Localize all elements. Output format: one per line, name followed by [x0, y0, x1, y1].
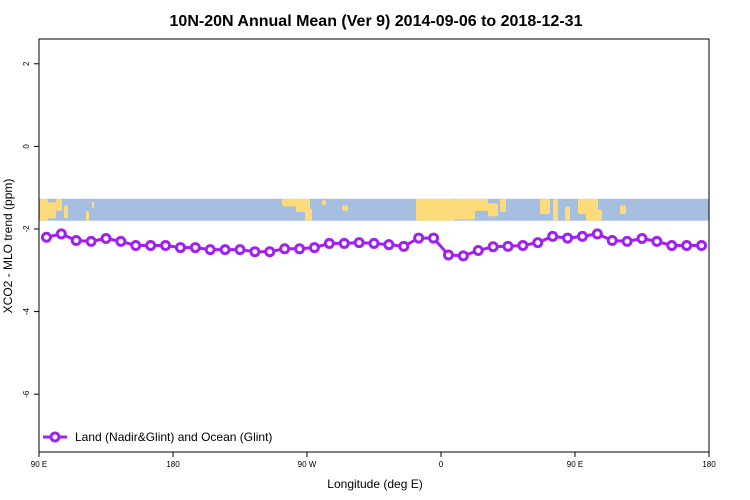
data-point [547, 230, 559, 242]
x-tick-label: 180 [166, 460, 180, 469]
legend-label: Land (Nadir&Glint) and Ocean (Glint) [75, 430, 272, 444]
legend: Land (Nadir&Glint) and Ocean (Glint) [43, 430, 272, 444]
data-point [591, 228, 603, 240]
land-mass [578, 198, 586, 215]
y-tick-label: -6 [22, 390, 31, 398]
land-mass [470, 198, 488, 211]
land-mass [48, 202, 56, 219]
land-mass [586, 198, 598, 221]
y-tick-label: -2 [22, 225, 31, 233]
data-point [666, 240, 678, 251]
land-mass [620, 205, 626, 215]
data-point [502, 240, 514, 252]
ocean-band [39, 198, 709, 221]
data-point [457, 250, 469, 262]
y-tick-label: 0 [22, 144, 31, 149]
land-mass [64, 205, 68, 219]
land-mass [86, 210, 89, 221]
land-mass [92, 201, 94, 209]
land-mass [296, 198, 310, 212]
legend-marker [49, 431, 61, 443]
land-mass [500, 198, 506, 212]
data-point [442, 249, 454, 261]
x-tick-label: 0 [439, 460, 444, 469]
land-mass [56, 198, 62, 211]
data-point [651, 235, 663, 247]
data-point [264, 246, 276, 258]
data-point [234, 244, 246, 256]
data-point [85, 235, 97, 247]
x-tick-label: 90 E [567, 460, 583, 469]
data-point [130, 240, 142, 251]
y-tick-label: 2 [22, 61, 31, 66]
data-point [636, 232, 648, 244]
data-point [338, 237, 350, 249]
data-point [279, 243, 291, 255]
x-axis: 90 E 180 90 W 0 90 E 180 [31, 452, 716, 469]
data-point [323, 237, 335, 249]
data-point [413, 232, 425, 244]
data-point [368, 237, 380, 249]
chart-title: 10N-20N Annual Mean (Ver 9) 2014-09-06 t… [170, 13, 583, 30]
plot-frame [38, 38, 710, 453]
y-tick-label: -4 [22, 307, 31, 315]
land-mass [596, 209, 602, 221]
land-mass [488, 203, 498, 217]
data-point [308, 242, 320, 254]
land-mass [553, 198, 558, 221]
data-point [696, 240, 708, 251]
land-mass [40, 198, 48, 221]
land-mass [342, 205, 348, 211]
data-point [487, 241, 499, 253]
land-mass [305, 208, 312, 221]
x-tick-label: 180 [702, 460, 716, 469]
data-point [204, 244, 216, 256]
land-mass [282, 198, 296, 207]
data-point [249, 246, 261, 258]
data-point [606, 235, 618, 247]
world-map-band [39, 198, 709, 221]
y-axis: 2 0 -2 -4 -6 [22, 61, 39, 398]
data-point [100, 232, 112, 244]
data-point [383, 239, 395, 251]
data-point [398, 240, 410, 252]
data-point [472, 244, 484, 256]
data-point [145, 240, 157, 251]
data-point [621, 235, 633, 247]
data-point [160, 240, 172, 251]
data-point [294, 243, 306, 255]
data-point [40, 231, 52, 243]
x-axis-label: Longitude (deg E) [327, 477, 422, 491]
land-mass [322, 199, 326, 206]
land-mass [540, 198, 550, 215]
data-point [55, 228, 67, 240]
data-point [174, 242, 186, 254]
data-point [115, 235, 127, 247]
data-point [189, 242, 201, 254]
data-point [562, 232, 574, 244]
data-point [576, 230, 588, 242]
data-point [219, 244, 231, 256]
x-tick-label: 90 E [31, 460, 47, 469]
data-point [532, 237, 544, 249]
data-point [353, 237, 365, 249]
land-mass [416, 198, 455, 221]
data-point [681, 240, 693, 251]
x-tick-label: 90 W [298, 460, 317, 469]
data-point [517, 240, 529, 251]
y-axis-label: XCO2 - MLO trend (ppm) [1, 179, 15, 314]
land-mass [565, 206, 570, 221]
series-layer [40, 228, 708, 262]
data-point [70, 235, 82, 247]
data-point [428, 232, 440, 244]
